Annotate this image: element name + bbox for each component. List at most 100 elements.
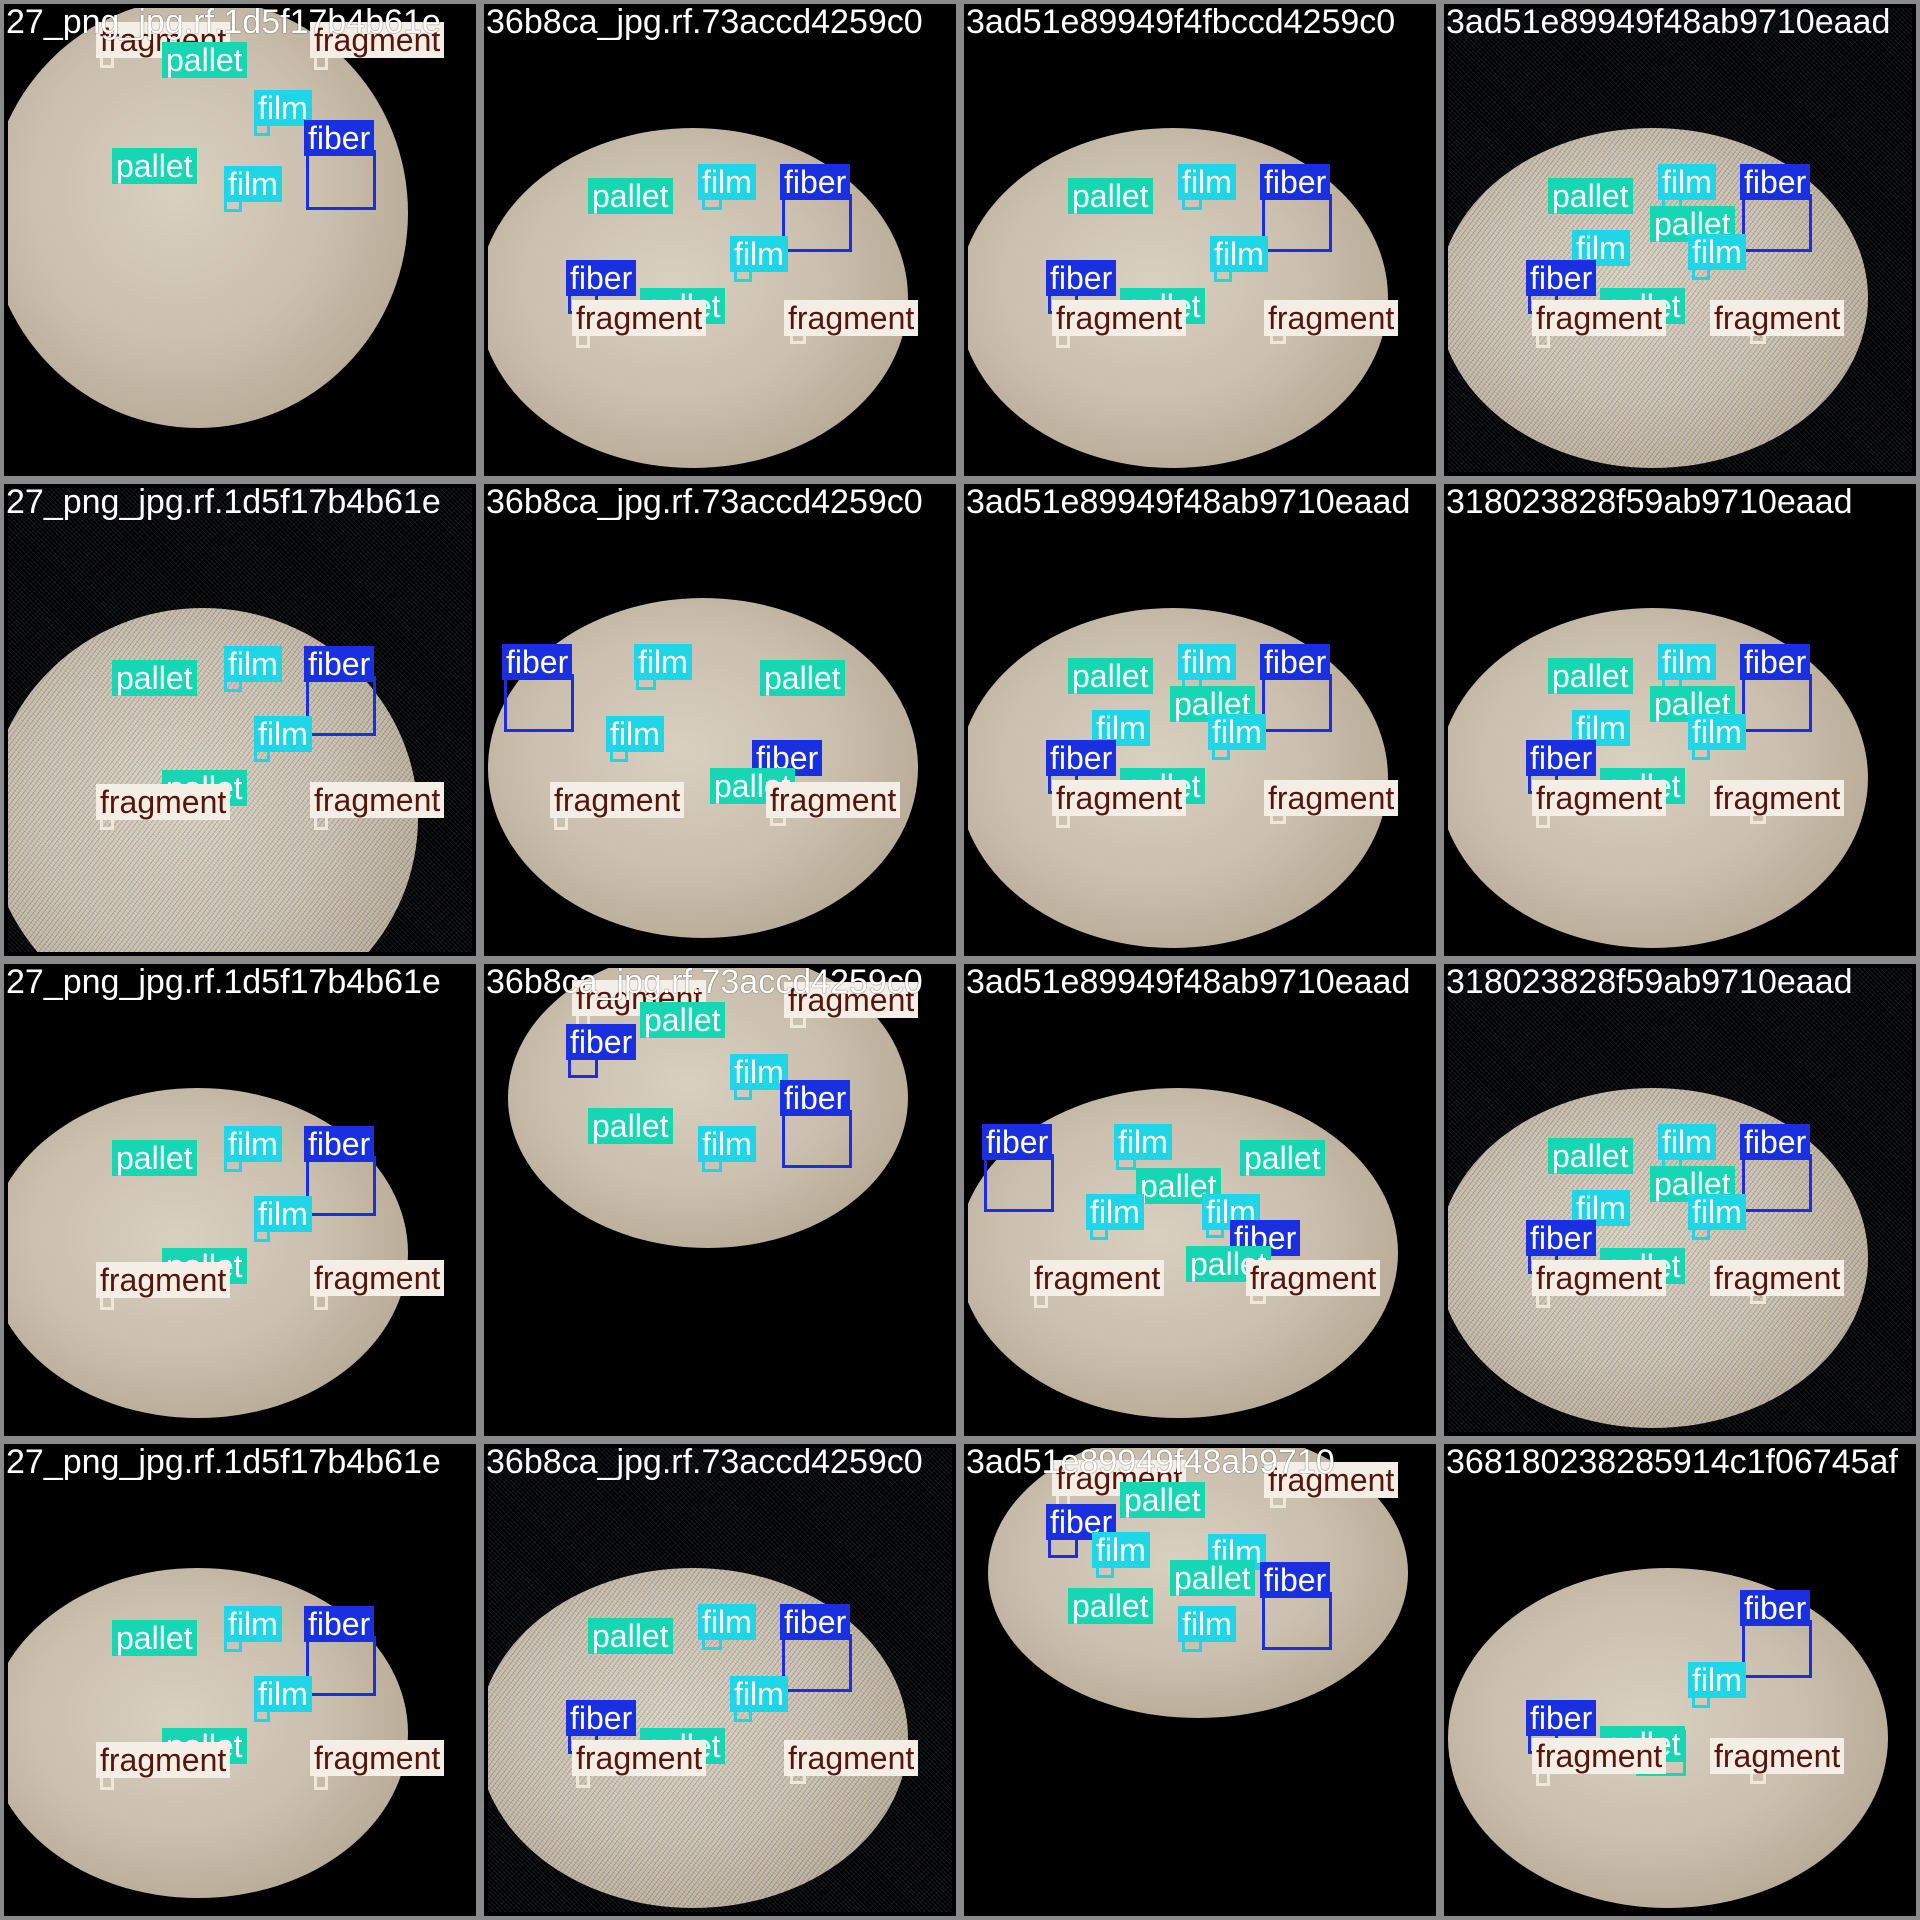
fiber-label: fiber xyxy=(304,1606,375,1642)
tile-image: palletfilmfiberfilmpalletfragmentfragmen… xyxy=(8,1448,472,1912)
fragment-label: fragment xyxy=(1710,780,1845,816)
fragment-label: fragment xyxy=(784,982,919,1018)
pallet-label: pallet xyxy=(588,178,673,214)
film-label: film xyxy=(1086,1194,1144,1230)
tile-filename: 3ad51e89949f4fbccd4259c0 xyxy=(966,3,1396,41)
fiber-box xyxy=(306,1636,376,1696)
petri-dish xyxy=(8,8,408,428)
fiber-label: fiber xyxy=(1526,1220,1597,1256)
mosaic-tile: fragment pallet fragment film fiber pallet fil… xyxy=(0,0,480,480)
mosaic-tile: palletfilmfiberpalletfilmfilmfiberpallet… xyxy=(1440,960,1920,1440)
tile-image: palletfilmfiberpalletfilmfilmfiberpallet… xyxy=(1448,488,1912,952)
pallet-label: pallet xyxy=(1068,178,1153,214)
pallet-label: pallet xyxy=(640,1002,725,1038)
tile-filename: 3ad51e89949f48ab9710eaad xyxy=(966,483,1411,521)
pallet-label: pallet xyxy=(588,1618,673,1654)
fiber-label: fiber xyxy=(1740,1124,1811,1160)
film-label: film xyxy=(1208,714,1266,750)
fragment-label: fragment xyxy=(1710,1738,1845,1774)
tile-filename: 36b8ca_jpg.rf.73accd4259c0 xyxy=(486,483,923,521)
mosaic-tile: palletfilmfiberfilmfiberpalletfragmentfr… xyxy=(960,0,1440,480)
fragment-label: fragment xyxy=(1052,780,1187,816)
fragment-label: fragment xyxy=(310,1740,445,1776)
tile-image: palletfilmfiberfilmfiberpalletfragmentfr… xyxy=(488,8,952,472)
film-label: film xyxy=(698,1126,756,1162)
film-label: film xyxy=(1688,234,1746,270)
fragment-label: fragment xyxy=(1246,1260,1381,1296)
pallet-label: pallet xyxy=(112,660,197,696)
film-label: film xyxy=(1114,1124,1172,1160)
mosaic-tile: palletfilmfiberfilmpalletfragmentfragmen… xyxy=(0,960,480,1440)
film-label: film xyxy=(1688,1662,1746,1698)
tile-image: palletfilmfiberpalletfilmfilmfiberpallet… xyxy=(1448,8,1912,472)
mosaic-tile: fiberfilmfiberpalletfragmentfragment3681… xyxy=(1440,1440,1920,1920)
tile-image: fragment pallet fragment film fiber pallet fil… xyxy=(8,8,472,472)
mosaic-tile: palletfilmfiberfilmfiberpalletfragmentfr… xyxy=(480,1440,960,1920)
fragment-label: fragment xyxy=(1264,780,1399,816)
fiber-box xyxy=(782,1634,852,1692)
film-label: film xyxy=(224,646,282,682)
film-label: film xyxy=(698,164,756,200)
fiber-box xyxy=(984,1154,1054,1212)
tile-image: fragment pallet fragment fiber film film palle… xyxy=(968,1448,1432,1912)
mosaic-tile: palletfilmfiberfilmpalletfragmentfragmen… xyxy=(0,1440,480,1920)
fragment-label: fragment xyxy=(572,1740,707,1776)
fiber-label: fiber xyxy=(304,120,375,156)
fragment-label: fragment xyxy=(1052,300,1187,336)
fiber-label: fiber xyxy=(1260,1562,1331,1598)
tile-image: fragment pallet fragment fiber film fiber pall… xyxy=(488,968,952,1432)
pallet-label: pallet xyxy=(760,660,845,696)
fiber-label: fiber xyxy=(1260,644,1331,680)
film-label: film xyxy=(730,236,788,272)
film-label: film xyxy=(634,644,692,680)
fragment-label: fragment xyxy=(784,1740,919,1776)
fiber-label: fiber xyxy=(1740,1590,1811,1626)
fiber-box xyxy=(1262,1592,1332,1650)
fiber-label: fiber xyxy=(566,260,637,296)
tile-image: palletfilmfiberpalletfilmfilmfiberpallet… xyxy=(1448,968,1912,1432)
film-label: film xyxy=(1658,644,1716,680)
pallet-label: pallet xyxy=(588,1108,673,1144)
fragment-label: fragment xyxy=(766,782,901,818)
fragment-label: fragment xyxy=(550,782,685,818)
tile-filename: 318023828f59ab9710eaad xyxy=(1446,963,1853,1001)
fiber-box xyxy=(1262,674,1332,732)
fiber-box xyxy=(504,674,574,732)
pallet-label: pallet xyxy=(112,1620,197,1656)
fragment-label: fragment xyxy=(310,1260,445,1296)
fiber-label: fiber xyxy=(1740,644,1811,680)
tile-image: palletfilmfiberfilmfiberpalletfragmentfr… xyxy=(968,8,1432,472)
fragment-label: fragment xyxy=(784,300,919,336)
tile-filename: 36b8ca_jpg.rf.73accd4259c0 xyxy=(486,3,923,41)
fragment-label: fragment xyxy=(572,980,707,1016)
film-label: film xyxy=(730,1676,788,1712)
fragment-label: fragment xyxy=(1710,1260,1845,1296)
fragment-label: fragment xyxy=(1710,300,1845,336)
fiber-label: fiber xyxy=(502,644,573,680)
pallet-label: pallet xyxy=(112,1140,197,1176)
film-label: film xyxy=(1178,164,1236,200)
film-label: film xyxy=(254,90,312,126)
tile-filename: 27_png_jpg.rf.1d5f17b4b61e xyxy=(6,3,441,41)
tile-image: palletfilmfiberfilmfiberpalletfragmentfr… xyxy=(488,1448,952,1912)
film-label: film xyxy=(606,716,664,752)
mosaic-tile: fiber film pallet pallet film film fiber pallet… xyxy=(960,960,1440,1440)
fiber-label: fiber xyxy=(1740,164,1811,200)
fiber-label: fiber xyxy=(780,1080,851,1116)
mosaic-tile: fragment pallet fragment fiber film fiber pall… xyxy=(480,960,960,1440)
film-label: film xyxy=(254,1196,312,1232)
pallet-label: pallet xyxy=(1548,178,1633,214)
fiber-box xyxy=(782,1110,852,1168)
fiber-box xyxy=(782,194,852,252)
mosaic-tile: fiber film pallet film fiber pallet fragment fr… xyxy=(480,480,960,960)
film-label: film xyxy=(1658,164,1716,200)
tile-filename: 318023828f59ab9710eaad xyxy=(1446,483,1853,521)
tile-image: fiber film pallet pallet film film fiber pallet… xyxy=(968,968,1432,1432)
pallet-label: pallet xyxy=(1548,1138,1633,1174)
fiber-box xyxy=(306,676,376,736)
tile-filename: 3ad51e89949f48ab9710eaad xyxy=(1446,3,1891,41)
fiber-box xyxy=(1742,194,1812,252)
tile-filename: 27_png_jpg.rf.1d5f17b4b61e xyxy=(6,963,441,1001)
fragment-label: fragment xyxy=(310,782,445,818)
